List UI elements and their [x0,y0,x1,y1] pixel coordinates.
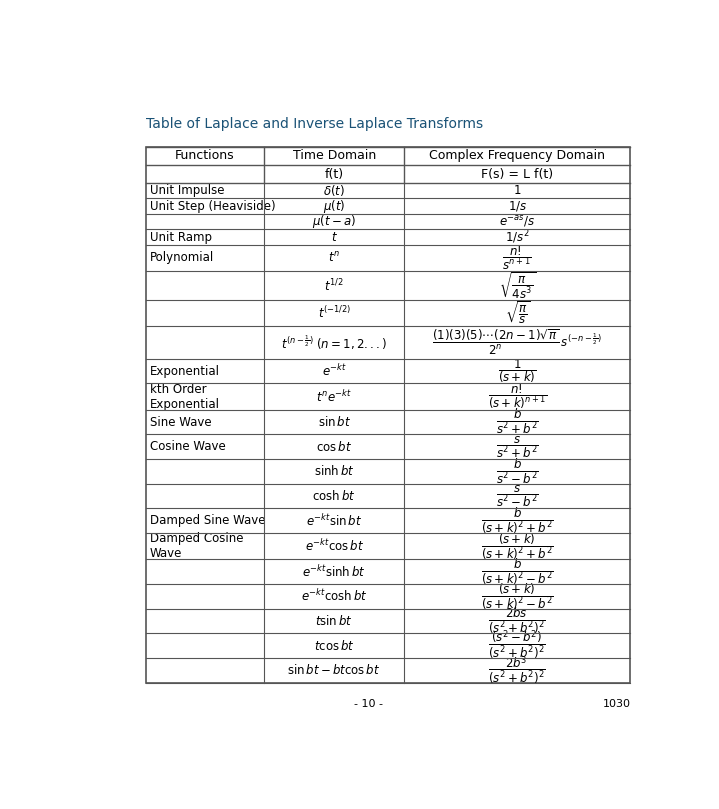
Text: Table of Laplace and Inverse Laplace Transforms: Table of Laplace and Inverse Laplace Tra… [145,117,482,131]
Text: kth Order
Exponential: kth Order Exponential [150,383,220,411]
Text: $t$: $t$ [331,231,338,244]
Text: $e^{-kt}\cosh bt$: $e^{-kt}\cosh bt$ [301,588,367,604]
Text: Functions: Functions [175,150,234,163]
Text: Cosine Wave: Cosine Wave [150,440,226,453]
Text: Damped Cosine
Wave: Damped Cosine Wave [150,532,244,560]
Text: Time Domain: Time Domain [293,150,376,163]
Text: $1/s^2$: $1/s^2$ [505,228,530,246]
Text: $\dfrac{(1)(3)(5)\cdots(2n-1)\sqrt{\pi}}{2^n}\,s^{(-n-\frac{1}{2})}$: $\dfrac{(1)(3)(5)\cdots(2n-1)\sqrt{\pi}}… [432,328,603,358]
Text: $\sin bt - bt\cos bt$: $\sin bt - bt\cos bt$ [288,663,381,677]
Text: $1/s$: $1/s$ [508,199,527,214]
Text: $t^n e^{-kt}$: $t^n e^{-kt}$ [316,388,352,404]
Text: $\dfrac{b}{(s+k)^2-b^2}$: $\dfrac{b}{(s+k)^2-b^2}$ [481,557,554,587]
Text: Complex Frequency Domain: Complex Frequency Domain [429,150,605,163]
Text: $\dfrac{1}{(s+k)}$: $\dfrac{1}{(s+k)}$ [498,358,536,385]
Text: $e^{-kt}\sin bt$: $e^{-kt}\sin bt$ [306,513,362,528]
Text: Exponential: Exponential [150,365,220,378]
Text: $t^{(n-\frac{1}{2})}\;(n=1,2...)$: $t^{(n-\frac{1}{2})}\;(n=1,2...)$ [281,333,388,352]
Bar [145,147,631,683]
Text: $\dfrac{(s+k)}{(s+k)^2+b^2}$: $\dfrac{(s+k)}{(s+k)^2+b^2}$ [481,531,554,561]
Text: $1$: $1$ [513,184,521,197]
Text: Unit Ramp: Unit Ramp [150,231,212,244]
Text: Damped Sine Wave: Damped Sine Wave [150,515,265,527]
Text: $\dfrac{s}{s^2+b^2}$: $\dfrac{s}{s^2+b^2}$ [496,434,539,460]
Text: 1030: 1030 [603,700,631,709]
Text: $\dfrac{n!}{(s+k)^{n+1}}$: $\dfrac{n!}{(s+k)^{n+1}}$ [487,382,547,411]
Text: Polynomial: Polynomial [150,252,214,265]
Text: $\sin bt$: $\sin bt$ [318,415,351,429]
Text: $t\cos bt$: $t\cos bt$ [313,638,354,653]
Text: $t^{1/2}$: $t^{1/2}$ [324,277,344,294]
Text: $\delta(t)$: $\delta(t)$ [323,184,345,198]
Text: Sine Wave: Sine Wave [150,416,211,429]
Text: $\dfrac{b}{s^2+b^2}$: $\dfrac{b}{s^2+b^2}$ [496,408,539,437]
Text: $e^{-as}/s$: $e^{-as}/s$ [499,214,536,229]
Text: Unit Impulse: Unit Impulse [150,184,224,197]
Text: $e^{-kt}\cos bt$: $e^{-kt}\cos bt$ [305,538,364,554]
Text: $\mu(t)$: $\mu(t)$ [323,197,345,214]
Text: $\dfrac{(s^2-b^2)}{(s^2+b^2)^2}$: $\dfrac{(s^2-b^2)}{(s^2+b^2)^2}$ [488,629,546,663]
Text: $\sqrt{\dfrac{\pi}{s}}$: $\sqrt{\dfrac{\pi}{s}}$ [505,300,530,326]
Text: $t^{(-1/2)}$: $t^{(-1/2)}$ [318,305,351,321]
Text: $\dfrac{b}{(s+k)^2+b^2}$: $\dfrac{b}{(s+k)^2+b^2}$ [481,506,554,536]
Text: $e^{-kt}$: $e^{-kt}$ [321,363,347,379]
Text: $\dfrac{b}{s^2-b^2}$: $\dfrac{b}{s^2-b^2}$ [496,457,539,486]
Text: $\dfrac{2b^3}{(s^2+b^2)^2}$: $\dfrac{2b^3}{(s^2+b^2)^2}$ [488,654,546,687]
Text: - 10 -: - 10 - [354,700,383,709]
Text: $t\sin bt$: $t\sin bt$ [315,614,353,628]
Text: $e^{-kt}\sinh bt$: $e^{-kt}\sinh bt$ [302,564,366,579]
Text: $\cosh bt$: $\cosh bt$ [312,489,356,503]
Text: $\cos bt$: $\cos bt$ [316,440,352,454]
Text: $\dfrac{s}{s^2-b^2}$: $\dfrac{s}{s^2-b^2}$ [496,483,539,509]
Text: $\dfrac{n!}{s^{n+1}}$: $\dfrac{n!}{s^{n+1}}$ [503,244,532,272]
Text: $\sqrt{\dfrac{\pi}{4s^3}}$: $\sqrt{\dfrac{\pi}{4s^3}}$ [498,270,536,301]
Text: $\dfrac{2bs}{(s^2+b^2)^2}$: $\dfrac{2bs}{(s^2+b^2)^2}$ [488,606,546,636]
Text: $\mu(t-a)$: $\mu(t-a)$ [312,213,356,230]
Text: f(t): f(t) [324,167,344,180]
Text: Unit Step (Heaviside): Unit Step (Heaviside) [150,200,275,213]
Text: $t^n$: $t^n$ [328,251,340,265]
Text: $\sinh bt$: $\sinh bt$ [313,464,354,478]
Text: $\dfrac{(s+k)}{(s+k)^2-b^2}$: $\dfrac{(s+k)}{(s+k)^2-b^2}$ [481,581,554,612]
Text: F(s) = L f(t): F(s) = L f(t) [481,167,554,180]
